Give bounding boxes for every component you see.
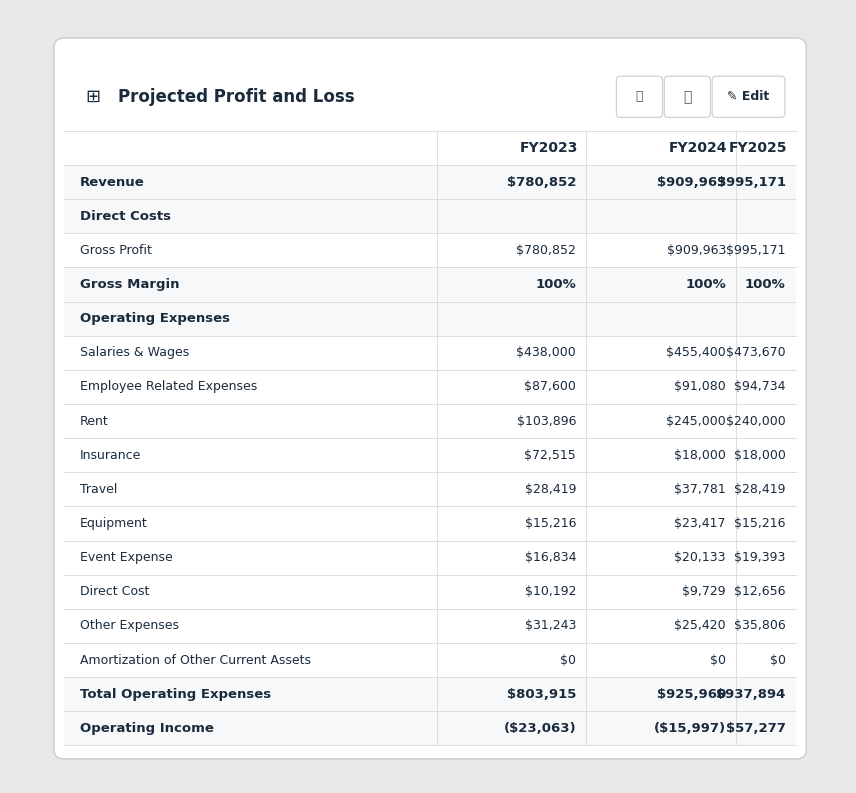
- Text: $16,834: $16,834: [525, 551, 576, 564]
- Text: $18,000: $18,000: [734, 449, 786, 462]
- Text: $995,171: $995,171: [716, 175, 786, 189]
- Text: $87,600: $87,600: [524, 381, 576, 393]
- Text: 100%: 100%: [685, 278, 726, 291]
- Text: $15,216: $15,216: [734, 517, 786, 530]
- Bar: [64, 541, 796, 575]
- Text: $72,515: $72,515: [525, 449, 576, 462]
- Bar: [64, 233, 796, 267]
- Text: 🗑: 🗑: [636, 90, 643, 103]
- Bar: [64, 473, 796, 507]
- FancyBboxPatch shape: [664, 76, 710, 117]
- Text: $103,896: $103,896: [516, 415, 576, 427]
- Text: Travel: Travel: [80, 483, 117, 496]
- Text: Revenue: Revenue: [80, 175, 145, 189]
- Text: $15,216: $15,216: [525, 517, 576, 530]
- Text: Operating Expenses: Operating Expenses: [80, 312, 229, 325]
- Text: $35,806: $35,806: [734, 619, 786, 633]
- Text: Total Operating Expenses: Total Operating Expenses: [80, 688, 270, 701]
- Text: $57,277: $57,277: [726, 722, 786, 735]
- FancyBboxPatch shape: [54, 38, 806, 759]
- Bar: [64, 711, 796, 745]
- Text: Insurance: Insurance: [80, 449, 141, 462]
- Text: $19,393: $19,393: [734, 551, 786, 564]
- Bar: [64, 575, 796, 609]
- Text: $12,656: $12,656: [734, 585, 786, 598]
- Text: ($23,063): ($23,063): [503, 722, 576, 735]
- Text: FY2024: FY2024: [669, 141, 728, 155]
- Text: Other Expenses: Other Expenses: [80, 619, 179, 633]
- Text: Event Expense: Event Expense: [80, 551, 172, 564]
- Text: $438,000: $438,000: [516, 347, 576, 359]
- Text: Gross Margin: Gross Margin: [80, 278, 179, 291]
- Bar: [64, 507, 796, 541]
- Text: Amortization of Other Current Assets: Amortization of Other Current Assets: [80, 653, 311, 667]
- Text: $240,000: $240,000: [726, 415, 786, 427]
- Text: $18,000: $18,000: [674, 449, 726, 462]
- Text: Employee Related Expenses: Employee Related Expenses: [80, 381, 257, 393]
- Text: Rent: Rent: [80, 415, 109, 427]
- Text: $28,419: $28,419: [525, 483, 576, 496]
- Text: $9,729: $9,729: [682, 585, 726, 598]
- Text: Equipment: Equipment: [80, 517, 147, 530]
- Text: $473,670: $473,670: [726, 347, 786, 359]
- Text: $925,960: $925,960: [657, 688, 726, 701]
- Text: $23,417: $23,417: [675, 517, 726, 530]
- Text: Salaries & Wages: Salaries & Wages: [80, 347, 189, 359]
- Text: Gross Profit: Gross Profit: [80, 243, 152, 257]
- Text: $20,133: $20,133: [675, 551, 726, 564]
- Bar: [64, 267, 796, 301]
- Text: $455,400: $455,400: [666, 347, 726, 359]
- Text: $995,171: $995,171: [726, 243, 786, 257]
- Text: $0: $0: [710, 653, 726, 667]
- Text: $0: $0: [770, 653, 786, 667]
- Text: $28,419: $28,419: [734, 483, 786, 496]
- Text: Operating Income: Operating Income: [80, 722, 213, 735]
- Text: $780,852: $780,852: [507, 175, 576, 189]
- Text: FY2023: FY2023: [520, 141, 578, 155]
- Text: $245,000: $245,000: [666, 415, 726, 427]
- Bar: [64, 370, 796, 404]
- Bar: [64, 677, 796, 711]
- Text: $91,080: $91,080: [675, 381, 726, 393]
- Bar: [64, 643, 796, 677]
- Bar: [64, 301, 796, 335]
- Text: ⊞: ⊞: [86, 88, 101, 105]
- Text: $909,963: $909,963: [667, 243, 726, 257]
- Text: $803,915: $803,915: [507, 688, 576, 701]
- Bar: [64, 335, 796, 370]
- FancyBboxPatch shape: [712, 76, 785, 117]
- Text: $94,734: $94,734: [734, 381, 786, 393]
- Bar: [64, 438, 796, 473]
- Text: $780,852: $780,852: [516, 243, 576, 257]
- Text: $937,894: $937,894: [716, 688, 786, 701]
- Text: $37,781: $37,781: [675, 483, 726, 496]
- Text: 100%: 100%: [535, 278, 576, 291]
- Text: 100%: 100%: [745, 278, 786, 291]
- Text: $10,192: $10,192: [525, 585, 576, 598]
- Text: $31,243: $31,243: [525, 619, 576, 633]
- FancyBboxPatch shape: [616, 76, 663, 117]
- Bar: [64, 131, 796, 165]
- Bar: [64, 165, 796, 199]
- Text: FY2025: FY2025: [729, 141, 788, 155]
- Text: ($15,997): ($15,997): [654, 722, 726, 735]
- Text: $909,963: $909,963: [657, 175, 726, 189]
- Text: ✎ Edit: ✎ Edit: [728, 90, 770, 103]
- Text: Direct Costs: Direct Costs: [80, 209, 170, 223]
- Text: Direct Cost: Direct Cost: [80, 585, 149, 598]
- Text: Projected Profit and Loss: Projected Profit and Loss: [118, 88, 354, 105]
- Bar: [64, 609, 796, 643]
- Text: $25,420: $25,420: [675, 619, 726, 633]
- Text: ⧉: ⧉: [683, 90, 692, 104]
- Bar: [64, 404, 796, 438]
- Bar: [64, 199, 796, 233]
- Text: $0: $0: [560, 653, 576, 667]
